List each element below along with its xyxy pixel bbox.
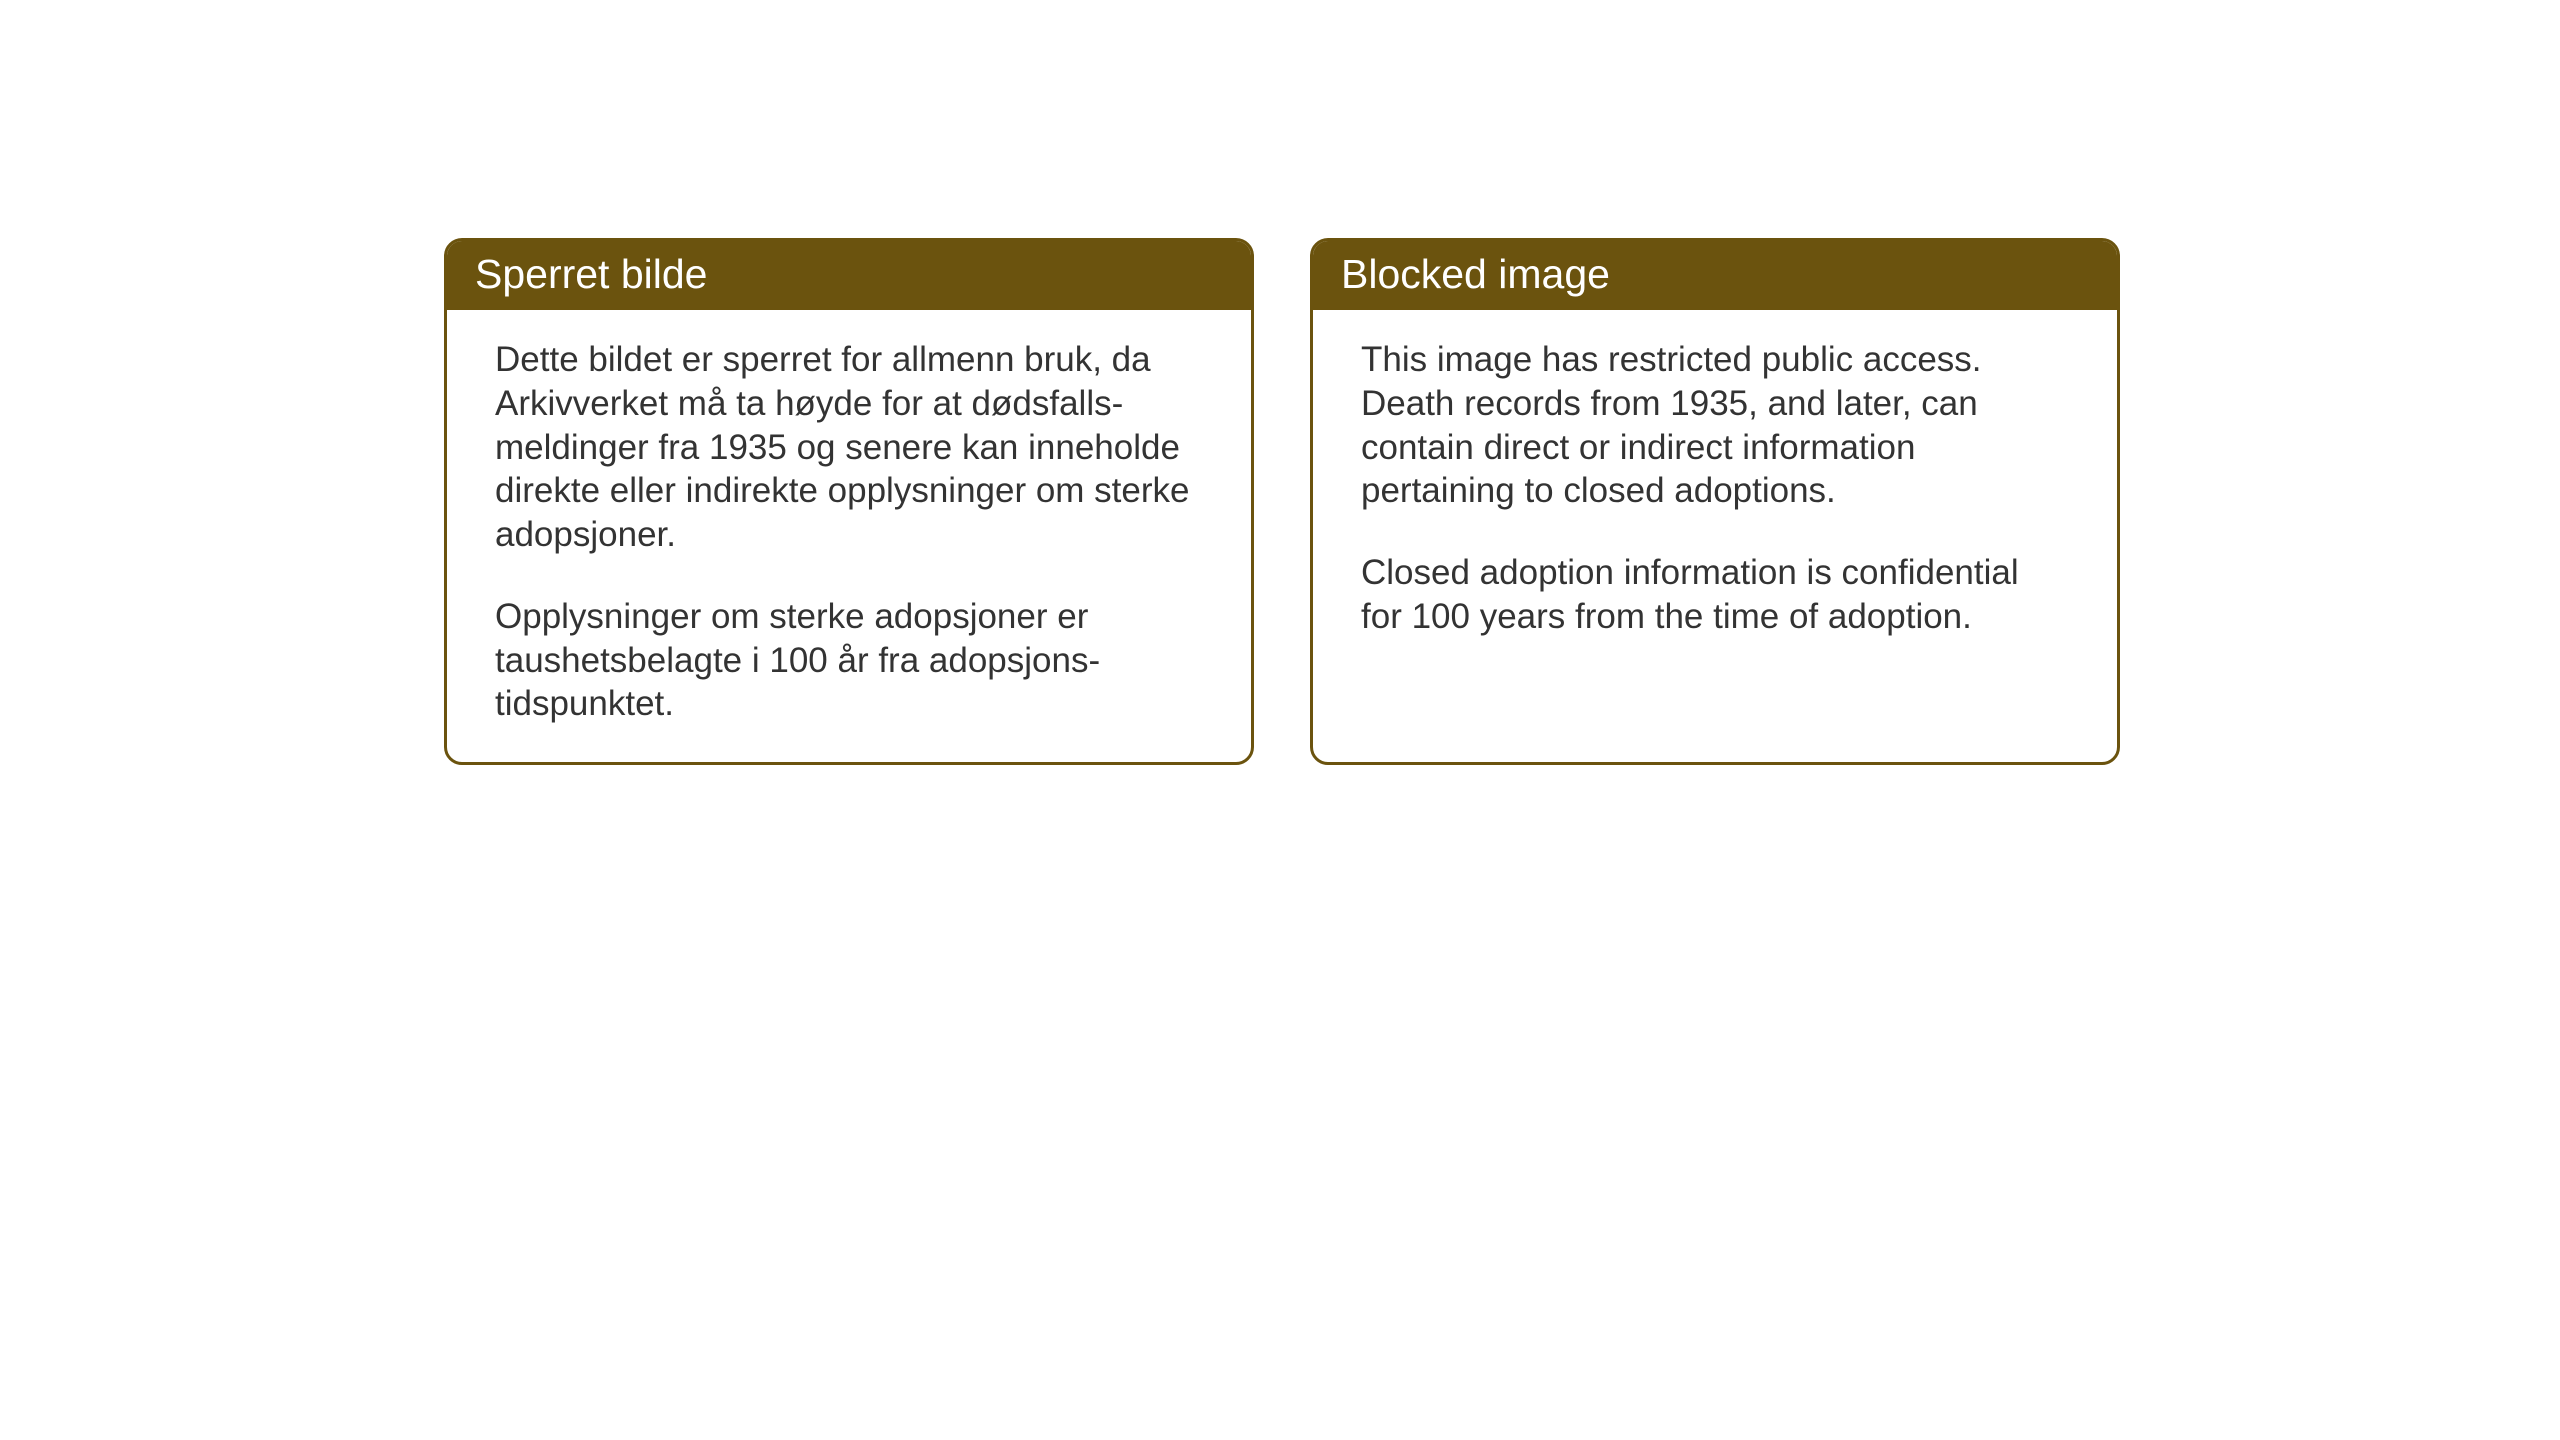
notice-cards-container: Sperret bilde Dette bildet er sperret fo… xyxy=(444,238,2120,765)
card-title-norwegian: Sperret bilde xyxy=(475,251,707,297)
card-body-norwegian: Dette bildet er sperret for allmenn bruk… xyxy=(447,310,1251,762)
card-paragraph-norwegian-1: Dette bildet er sperret for allmenn bruk… xyxy=(495,338,1203,557)
card-paragraph-norwegian-2: Opplysninger om sterke adopsjoner er tau… xyxy=(495,595,1203,726)
notice-card-norwegian: Sperret bilde Dette bildet er sperret fo… xyxy=(444,238,1254,765)
card-body-english: This image has restricted public access.… xyxy=(1313,310,2117,675)
card-header-english: Blocked image xyxy=(1313,241,2117,310)
card-header-norwegian: Sperret bilde xyxy=(447,241,1251,310)
card-title-english: Blocked image xyxy=(1341,251,1610,297)
notice-card-english: Blocked image This image has restricted … xyxy=(1310,238,2120,765)
card-paragraph-english-2: Closed adoption information is confident… xyxy=(1361,551,2069,639)
card-paragraph-english-1: This image has restricted public access.… xyxy=(1361,338,2069,513)
